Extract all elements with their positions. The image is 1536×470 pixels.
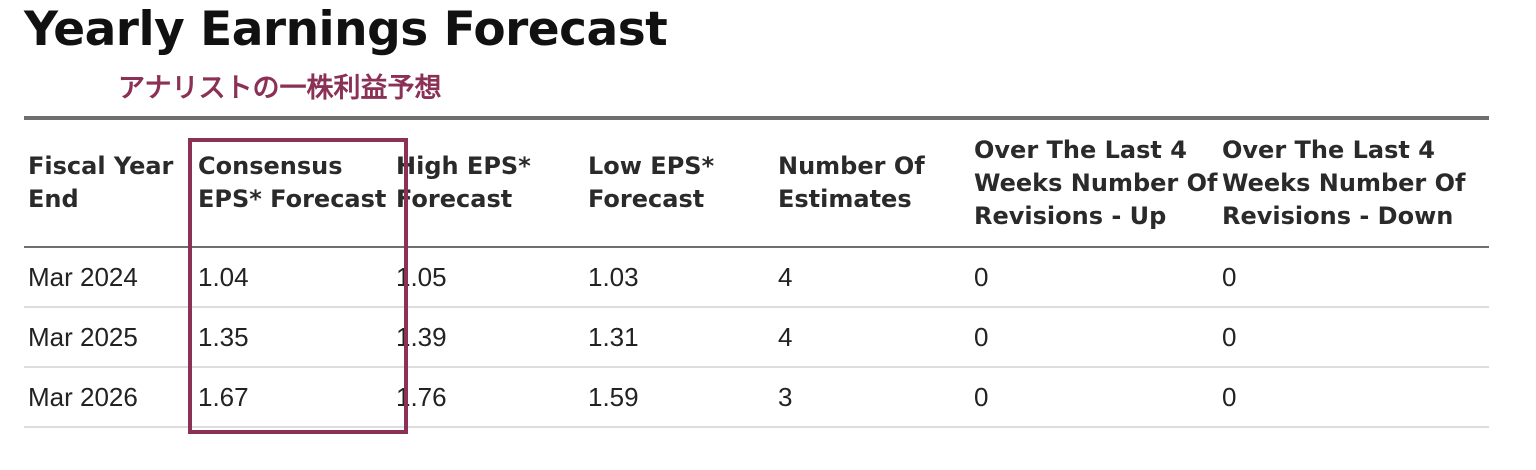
low-eps-cell: 1.03	[584, 247, 774, 308]
table-row: Mar 2024 1.04 1.05 1.03 4 0 0	[24, 247, 1489, 308]
estimates-count-cell: 4	[774, 247, 970, 308]
table-header-row: Fiscal Year End Consensus EPS* Forecast …	[24, 120, 1489, 248]
fiscal-year-cell: Mar 2024	[24, 247, 188, 308]
high-eps-cell: 1.76	[392, 367, 584, 428]
header-fiscal-year-end: Fiscal Year End	[24, 120, 188, 248]
revisions-up-cell: 0	[970, 367, 1218, 428]
low-eps-cell: 1.31	[584, 307, 774, 368]
fiscal-year-cell: Mar 2025	[24, 307, 188, 368]
fiscal-year-cell: Mar 2026	[24, 367, 188, 428]
consensus-eps-cell: 1.67	[188, 367, 392, 428]
consensus-eps-cell: 1.04	[188, 247, 392, 308]
japanese-annotation: アナリストの一株利益予想	[118, 73, 442, 104]
high-eps-cell: 1.05	[392, 247, 584, 308]
header-consensus-eps-forecast: Consensus EPS* Forecast	[188, 120, 392, 248]
earnings-forecast-table: Fiscal Year End Consensus EPS* Forecast …	[24, 120, 1489, 428]
estimates-count-cell: 3	[774, 367, 970, 428]
revisions-down-cell: 0	[1218, 307, 1489, 368]
revisions-up-cell: 0	[970, 247, 1218, 308]
header-number-of-estimates: Number Of Estimates	[774, 120, 970, 248]
header-revisions-up: Over The Last 4 Weeks Number Of Revision…	[970, 120, 1218, 248]
header-high-eps-forecast: High EPS* Forecast	[392, 120, 584, 248]
estimates-count-cell: 4	[774, 307, 970, 368]
table-top-divider	[24, 116, 1489, 120]
consensus-eps-cell: 1.35	[188, 307, 392, 368]
table-row: Mar 2025 1.35 1.39 1.31 4 0 0	[24, 307, 1489, 368]
revisions-up-cell: 0	[970, 307, 1218, 368]
low-eps-cell: 1.59	[584, 367, 774, 428]
high-eps-cell: 1.39	[392, 307, 584, 368]
table-row: Mar 2026 1.67 1.76 1.59 3 0 0	[24, 367, 1489, 428]
revisions-down-cell: 0	[1218, 247, 1489, 308]
revisions-down-cell: 0	[1218, 367, 1489, 428]
header-low-eps-forecast: Low EPS* Forecast	[584, 120, 774, 248]
page-title: Yearly Earnings Forecast	[24, 2, 668, 57]
header-revisions-down: Over The Last 4 Weeks Number Of Revision…	[1218, 120, 1489, 248]
